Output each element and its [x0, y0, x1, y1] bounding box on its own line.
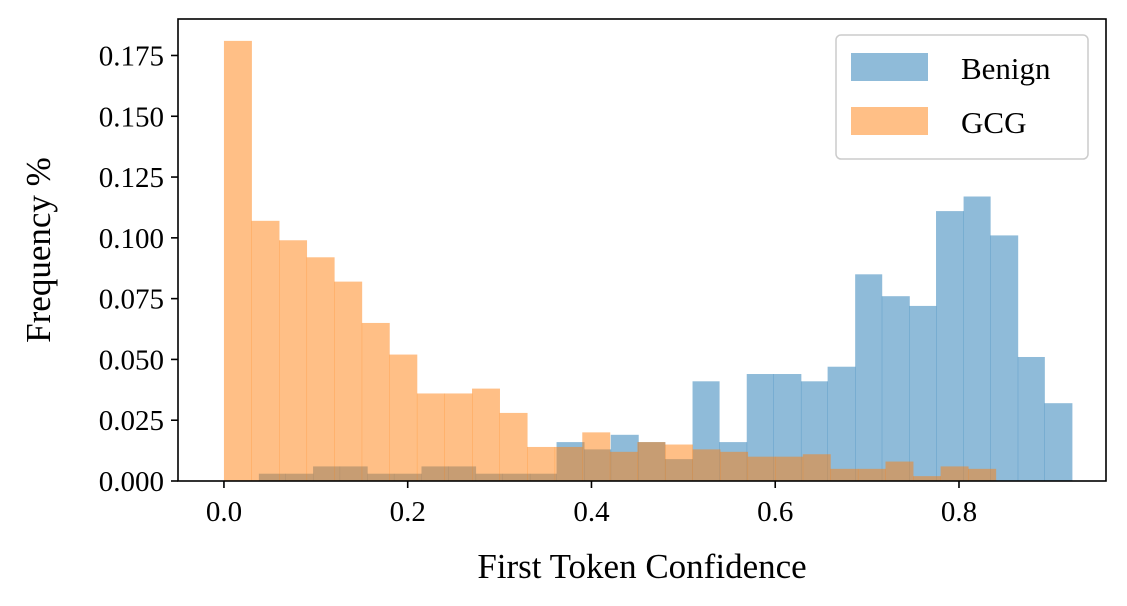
y-tick-label: 0.175	[99, 40, 164, 72]
legend-swatch-benign	[851, 53, 928, 81]
gcg-bar	[444, 393, 473, 481]
y-axis-label: Frequency %	[19, 157, 58, 343]
benign-bar	[827, 366, 856, 481]
benign-bar	[881, 296, 910, 481]
x-tick-label: 0.4	[573, 496, 610, 528]
benign-bar	[855, 274, 883, 481]
gcg-bar	[416, 393, 445, 481]
gcg-bar	[306, 257, 335, 481]
gcg-bar	[582, 432, 611, 481]
y-axis-ticks: 0.000 0.025 0.050 0.075 0.100 0.125 0.150 0.175	[99, 40, 178, 498]
gcg-bar	[527, 446, 556, 481]
y-tick-label: 0.150	[99, 101, 164, 133]
gcg-bar	[747, 456, 776, 481]
legend-label-gcg: GCG	[961, 105, 1026, 140]
gcg-bar	[251, 220, 280, 482]
gcg-bar	[692, 449, 721, 481]
gcg-bar	[389, 354, 418, 481]
gcg-bar	[775, 456, 804, 481]
y-tick-label: 0.050	[99, 344, 164, 376]
benign-bar	[936, 211, 964, 482]
gcg-bar	[913, 476, 942, 481]
benign-bar	[1044, 403, 1073, 481]
y-tick-label: 0.025	[99, 405, 164, 437]
x-axis-ticks: 0.0 0.2 0.4 0.6 0.8	[206, 481, 977, 528]
legend-swatch-gcg	[851, 107, 928, 135]
gcg-bar	[830, 468, 859, 481]
y-tick-label: 0.000	[99, 466, 164, 498]
gcg-bar	[334, 281, 363, 481]
y-tick-label: 0.125	[99, 162, 164, 194]
gcg-bar	[968, 468, 997, 481]
gcg-bar	[361, 322, 390, 481]
gcg-bar	[857, 468, 886, 481]
gcg-bar	[637, 442, 666, 481]
benign-bar	[1017, 356, 1045, 481]
gcg-bar	[499, 412, 528, 481]
x-axis-label: First Token Confidence	[477, 547, 806, 586]
gcg-bar	[279, 240, 308, 481]
x-tick-label: 0.8	[941, 496, 977, 528]
series-gcg	[223, 40, 997, 482]
x-tick-label: 0.0	[206, 496, 242, 528]
benign-bar	[990, 235, 1019, 481]
plot-frame	[177, 18, 1107, 482]
gcg-bar	[885, 461, 914, 481]
benign-bar	[909, 305, 937, 481]
legend: Benign GCG	[835, 34, 1089, 160]
gcg-bar	[472, 388, 500, 481]
gcg-bar	[554, 446, 583, 481]
x-tick-label: 0.2	[390, 496, 426, 528]
benign-bar	[963, 196, 991, 482]
gcg-bar	[940, 466, 969, 481]
gcg-bar	[609, 451, 638, 481]
legend-label-benign: Benign	[961, 51, 1051, 86]
gcg-bar	[802, 454, 831, 481]
gcg-bar	[223, 40, 252, 481]
y-tick-label: 0.075	[99, 284, 164, 316]
gcg-bar	[664, 444, 693, 481]
x-tick-label: 0.6	[757, 496, 793, 528]
histogram-bars	[223, 40, 1073, 482]
y-tick-label: 0.100	[99, 223, 164, 255]
gcg-bar	[720, 451, 749, 481]
